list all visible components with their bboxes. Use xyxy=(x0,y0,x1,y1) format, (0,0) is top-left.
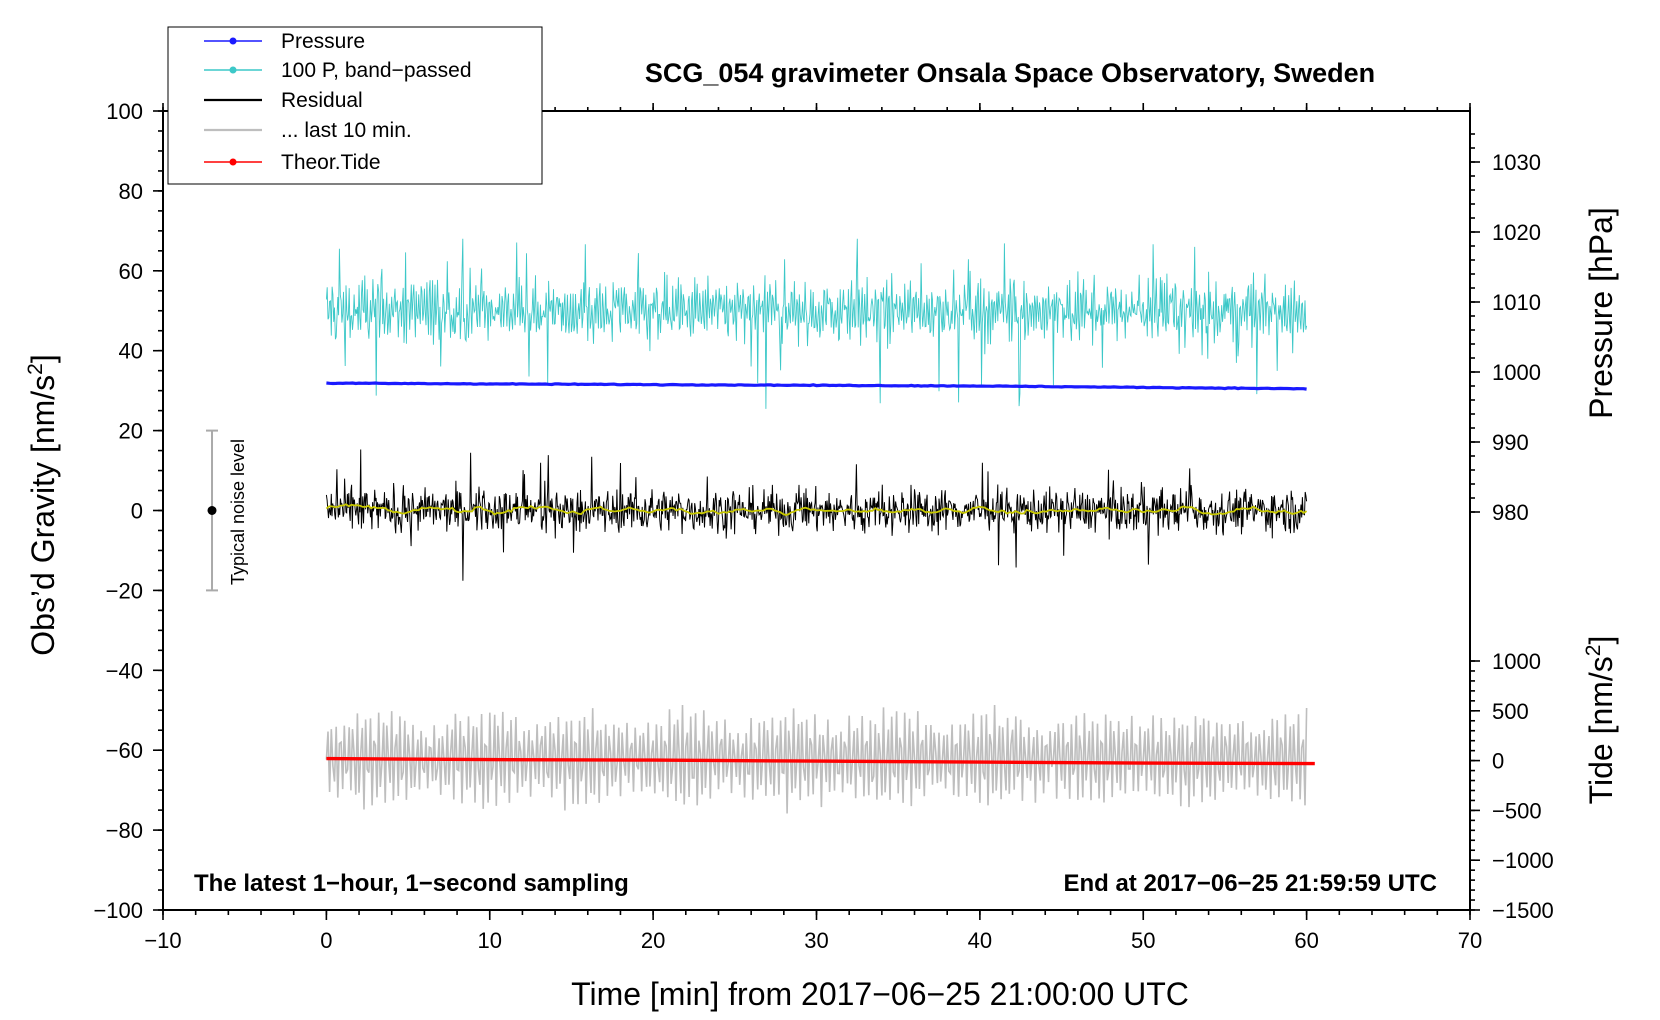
trace-pressure xyxy=(326,381,1307,391)
trace-residual-smoothed xyxy=(325,503,1308,516)
legend: Pressure 100 P, band−passed Residual ...… xyxy=(167,26,543,185)
axis-ticks xyxy=(153,103,1480,920)
pressure-tick-label: 1000 xyxy=(1492,360,1541,385)
x-tick-label: 50 xyxy=(1131,928,1155,953)
pressure-tick-label: 1030 xyxy=(1492,150,1541,175)
y-tick-label: 0 xyxy=(131,499,143,524)
annotation-end-time: End at 2017−06−25 21:59:59 UTC xyxy=(1063,870,1437,897)
y-axis-label-left: Obs’d Gravity [nm/s2] xyxy=(24,354,61,656)
y-tick-label: −40 xyxy=(106,658,143,683)
pressure-tick-label: 1020 xyxy=(1492,220,1541,245)
trace-theoretical-tide xyxy=(326,756,1315,766)
y-tick-label: 100 xyxy=(106,99,143,124)
chart-title: SCG_054 gravimeter Onsala Space Observat… xyxy=(645,58,1375,88)
legend-box xyxy=(167,26,543,185)
y-axis-label-tide-close: ] xyxy=(1583,636,1619,645)
y-tick-label: −60 xyxy=(106,738,143,763)
legend-marker-bandpassed xyxy=(229,66,237,74)
pressure-tick-label: 1010 xyxy=(1492,290,1541,315)
y-axis-label-left-text: Obs’d Gravity [nm/s xyxy=(25,375,61,656)
y-axis-label-tide-sup: 2 xyxy=(1582,645,1605,657)
y-tick-label: −20 xyxy=(106,578,143,603)
tide-tick-label: 0 xyxy=(1492,749,1504,774)
y-tick-label: 20 xyxy=(119,419,143,444)
axis-tick-labels: −10 0 10 20 30 40 50 60 70100806040200−20−40−60−… xyxy=(93,99,1553,953)
y-axis-label-pressure: Pressure [hPa] xyxy=(1583,207,1619,419)
y-axis-label-tide: Tide [nm/s2] xyxy=(1582,636,1619,805)
y-tick-label: −100 xyxy=(93,898,143,923)
tide-tick-label: −1500 xyxy=(1492,898,1554,923)
plot-traces xyxy=(325,238,1315,814)
tide-tick-label: 500 xyxy=(1492,699,1529,724)
x-tick-label: 70 xyxy=(1458,928,1482,953)
pressure-tick-label: 990 xyxy=(1492,430,1529,455)
y-axis-label-left-sup: 2 xyxy=(24,363,47,375)
y-tick-label: −80 xyxy=(106,818,143,843)
x-tick-label: 40 xyxy=(968,928,992,953)
x-tick-label: 20 xyxy=(641,928,665,953)
annotation-sampling: The latest 1−hour, 1−second sampling xyxy=(194,870,629,897)
legend-marker-tide xyxy=(229,158,237,166)
trace-last-10-min xyxy=(325,704,1308,814)
noise-bar-center xyxy=(207,506,217,515)
trace-residual xyxy=(325,449,1308,581)
tide-tick-label: −1000 xyxy=(1492,848,1554,873)
y-axis-label-left-close: ] xyxy=(25,354,61,363)
tide-tick-label: −500 xyxy=(1492,798,1542,823)
y-tick-label: 80 xyxy=(119,179,143,204)
x-tick-label: 60 xyxy=(1294,928,1318,953)
legend-label-tide: Theor.Tide xyxy=(281,151,381,174)
pressure-tick-label: 980 xyxy=(1492,500,1529,525)
tide-tick-label: 1000 xyxy=(1492,649,1541,674)
legend-label-last10: ... last 10 min. xyxy=(281,119,412,142)
noise-level-bar xyxy=(206,429,219,592)
x-tick-label: −10 xyxy=(144,928,181,953)
x-tick-label: 30 xyxy=(804,928,828,953)
x-tick-label: 0 xyxy=(320,928,332,953)
legend-marker-pressure xyxy=(229,37,237,45)
legend-label-bandpassed: 100 P, band−passed xyxy=(281,59,472,82)
y-tick-label: 60 xyxy=(119,259,143,284)
x-tick-label: 10 xyxy=(478,928,502,953)
legend-label-residual: Residual xyxy=(281,89,363,112)
noise-level-label: Typical noise level xyxy=(228,439,248,585)
y-axis-label-tide-text: Tide [nm/s xyxy=(1583,656,1619,804)
x-axis-label: Time [min] from 2017−06−25 21:00:00 UTC xyxy=(571,976,1189,1012)
trace-bandpassed-pressure xyxy=(325,238,1308,409)
y-tick-label: 40 xyxy=(119,339,143,364)
legend-label-pressure: Pressure xyxy=(281,30,365,53)
